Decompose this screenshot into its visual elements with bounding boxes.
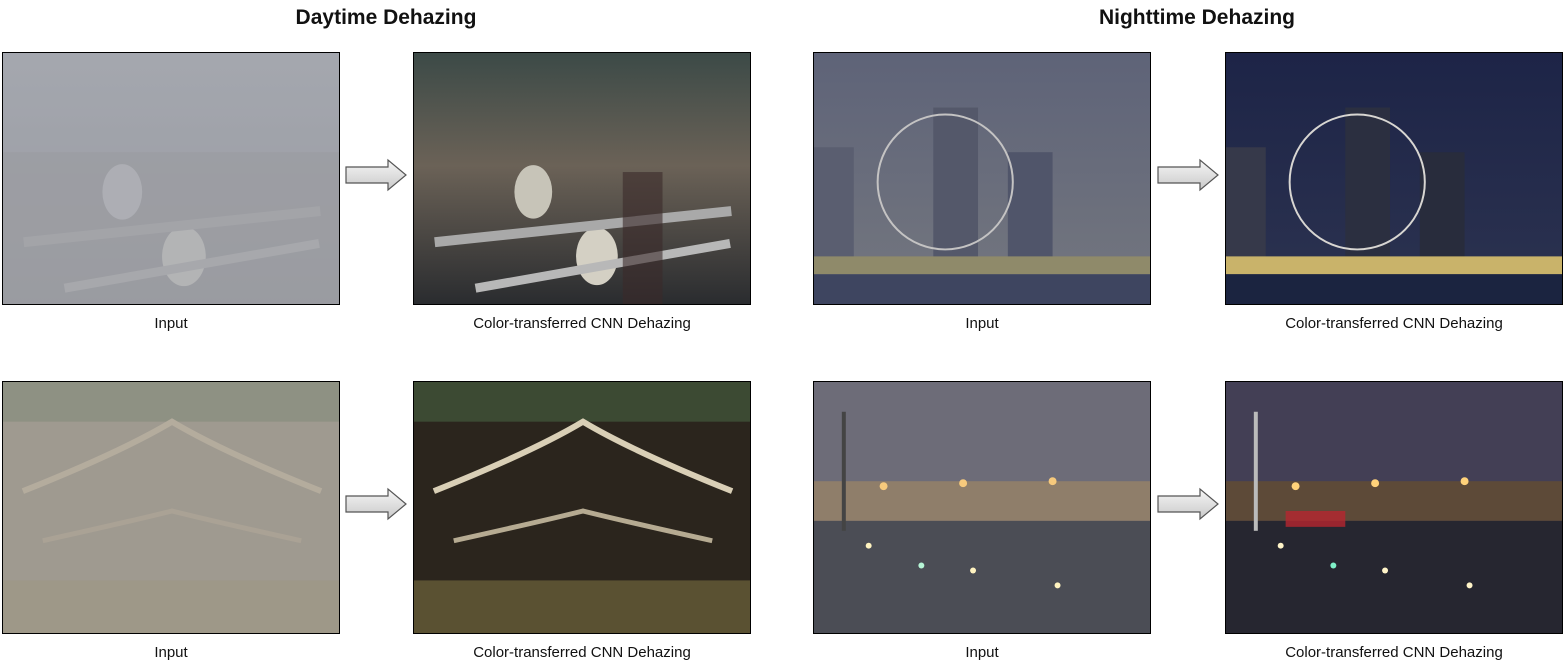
section-title-daytime: Daytime Dehazing <box>295 6 477 29</box>
nighttime-skyline-input-image <box>813 52 1151 305</box>
nighttime-waterfront-input-image <box>813 381 1151 634</box>
daytime-owls-input-image <box>2 52 340 305</box>
nighttime-skyline-output-image <box>1225 52 1563 305</box>
right-arrow-icon <box>1157 487 1219 521</box>
daytime-row1-output-caption: Color-transferred CNN Dehazing <box>473 315 691 332</box>
daytime-row1-input-caption: Input <box>154 315 188 332</box>
nighttime-row1-input-caption: Input <box>965 315 999 332</box>
daytime-roots-input-image <box>2 381 340 634</box>
nighttime-row2-output-caption: Color-transferred CNN Dehazing <box>1285 644 1503 661</box>
section-title-nighttime: Nighttime Dehazing <box>1098 6 1295 29</box>
daytime-owls-output-image <box>413 52 751 305</box>
daytime-row2-input-caption: Input <box>154 644 188 661</box>
nighttime-row1-output-caption: Color-transferred CNN Dehazing <box>1285 315 1503 332</box>
daytime-row2-output-caption: Color-transferred CNN Dehazing <box>473 644 691 661</box>
right-arrow-icon <box>1157 158 1219 192</box>
nighttime-row2-input-caption: Input <box>965 644 999 661</box>
right-arrow-icon <box>345 158 407 192</box>
nighttime-waterfront-output-image <box>1225 381 1563 634</box>
daytime-roots-output-image <box>413 381 751 634</box>
right-arrow-icon <box>345 487 407 521</box>
